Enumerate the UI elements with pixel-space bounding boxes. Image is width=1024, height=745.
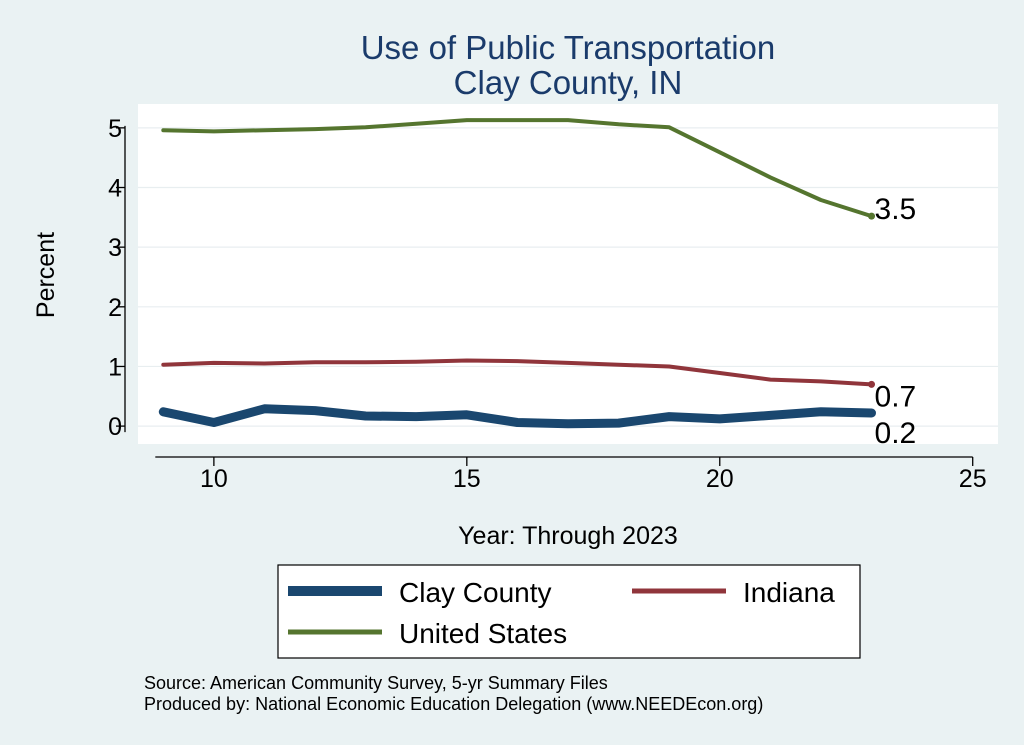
x-axis-label: Year: Through 2023: [458, 522, 678, 550]
plot-area: [138, 104, 998, 444]
end-point-united-states: [868, 212, 876, 220]
source-note: Source: American Community Survey, 5-yr …: [144, 673, 608, 693]
y-tick-label: 5: [108, 115, 122, 143]
legend-label-indiana: Indiana: [743, 577, 835, 608]
legend-label-clay-county: Clay County: [399, 577, 552, 608]
y-tick-label: 1: [108, 353, 122, 381]
end-label-clay-county: 0.2: [875, 417, 917, 450]
end-labels: 0.2 0.7 3.5: [875, 193, 917, 450]
x-tick-label: 15: [453, 465, 481, 493]
chart-title: Use of Public Transportation: [361, 29, 776, 66]
x-tick-label: 20: [706, 465, 734, 493]
chart-subtitle: Clay County, IN: [454, 64, 683, 101]
producer-note: Produced by: National Economic Education…: [144, 694, 763, 714]
y-tick-label: 2: [108, 294, 122, 322]
legend-label-united-states: United States: [399, 618, 567, 649]
axes: [124, 125, 973, 458]
series-line-indiana: [161, 358, 874, 387]
y-tick-label: 4: [108, 175, 122, 203]
x-tick-label: 25: [959, 465, 987, 493]
end-label-indiana: 0.7: [875, 380, 917, 413]
y-tick-label: 3: [108, 234, 122, 262]
x-tick-label: 10: [200, 465, 228, 493]
end-label-united-states: 3.5: [875, 193, 917, 226]
series-line-united-states: [161, 118, 874, 219]
end-point-indiana: [868, 380, 876, 388]
x-axis-ticks: 10 15 20 25: [200, 457, 987, 493]
y-tick-label: 0: [108, 413, 122, 441]
legend-box: [277, 564, 861, 659]
y-axis-ticks: 0 1 2 3 4 5: [108, 115, 125, 441]
series-lines: [158, 118, 876, 429]
end-point-clay-county: [868, 409, 876, 417]
y-axis-label: Percent: [32, 232, 60, 318]
series-line-clay-county: [158, 404, 876, 429]
legend: Clay County Indiana United States: [288, 577, 835, 649]
